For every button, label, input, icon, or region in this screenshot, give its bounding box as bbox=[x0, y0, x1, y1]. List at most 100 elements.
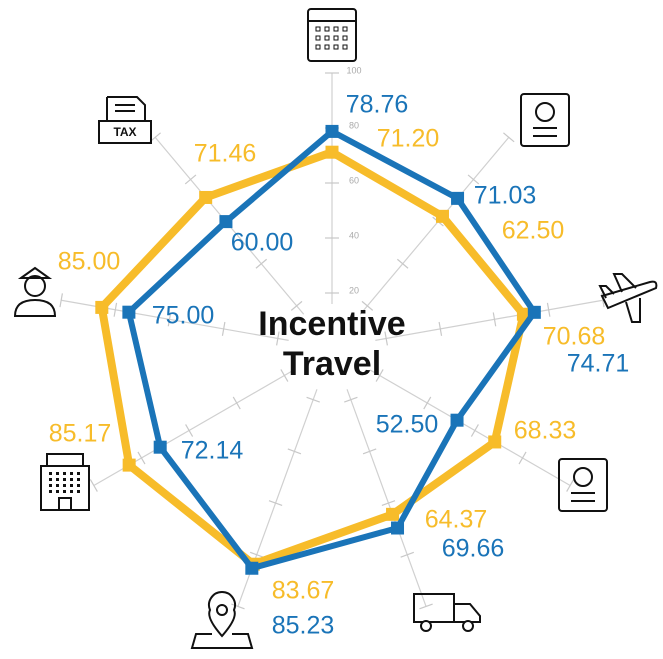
tick-mark bbox=[362, 448, 377, 455]
r-tick-label: 80 bbox=[349, 120, 359, 130]
marker bbox=[386, 507, 400, 521]
icon-part bbox=[63, 472, 66, 475]
tick-mark bbox=[249, 551, 264, 558]
tick-mark bbox=[396, 258, 409, 269]
icon-part bbox=[208, 591, 236, 638]
icon-part bbox=[77, 490, 80, 493]
icon-part bbox=[70, 478, 73, 481]
tick-mark bbox=[384, 331, 388, 346]
tick-mark bbox=[184, 174, 197, 185]
series-line bbox=[97, 148, 528, 569]
value-label: 52.50 bbox=[376, 411, 439, 439]
icon-part bbox=[315, 26, 321, 32]
icon-part bbox=[324, 35, 330, 41]
r-tick-label: 20 bbox=[349, 285, 359, 295]
icon-part bbox=[98, 120, 152, 144]
category-icon bbox=[520, 93, 570, 147]
value-label: 71.46 bbox=[194, 140, 257, 168]
value-label: 64.37 bbox=[425, 506, 488, 534]
icon-part bbox=[56, 478, 59, 481]
icon-part bbox=[46, 453, 84, 467]
marker bbox=[435, 209, 449, 223]
icon-part bbox=[70, 484, 73, 487]
icon-part bbox=[63, 478, 66, 481]
tick-mark bbox=[290, 300, 303, 311]
icon-part bbox=[342, 44, 348, 50]
tick-mark bbox=[221, 321, 226, 336]
marker bbox=[95, 300, 109, 314]
icon-part bbox=[13, 266, 57, 317]
value-label: 85.17 bbox=[49, 420, 112, 448]
r-tick-label: 40 bbox=[349, 230, 359, 240]
tick-mark bbox=[546, 302, 551, 317]
icon-part bbox=[413, 593, 455, 623]
axis-line bbox=[359, 136, 510, 315]
marker bbox=[245, 561, 259, 575]
tick-mark bbox=[113, 302, 118, 317]
icon-part: TAX bbox=[113, 125, 136, 139]
tick-mark bbox=[59, 293, 63, 308]
icon-part bbox=[63, 490, 66, 493]
icon-part bbox=[190, 633, 254, 649]
icon-part bbox=[49, 484, 52, 487]
marker bbox=[153, 440, 167, 454]
tick-mark bbox=[419, 603, 433, 610]
icon-part bbox=[70, 472, 73, 475]
chart-title: Incentive Travel bbox=[258, 305, 406, 383]
tick-mark bbox=[280, 369, 289, 382]
tick-mark bbox=[344, 396, 358, 403]
icon-part bbox=[342, 35, 348, 41]
series-line bbox=[125, 128, 538, 572]
value-label: 68.33 bbox=[514, 417, 577, 445]
category-icon bbox=[413, 593, 481, 632]
tick-mark bbox=[137, 451, 146, 465]
marker bbox=[219, 215, 233, 229]
marker bbox=[516, 307, 530, 321]
axis-line bbox=[346, 389, 427, 607]
icon-part bbox=[56, 472, 59, 475]
icon-part bbox=[106, 96, 146, 121]
tick-mark bbox=[287, 448, 302, 455]
icon-part bbox=[598, 273, 658, 323]
tick-mark bbox=[400, 551, 415, 558]
tick-mark bbox=[185, 424, 194, 437]
marker bbox=[122, 305, 136, 319]
value-label: 83.67 bbox=[272, 577, 335, 605]
icon-part bbox=[535, 102, 555, 122]
value-label: 71.20 bbox=[377, 125, 440, 153]
value-label: 85.23 bbox=[272, 612, 335, 640]
tick-mark bbox=[492, 312, 497, 327]
value-label: 85.00 bbox=[58, 248, 121, 276]
icon-part bbox=[315, 35, 321, 41]
icon-part bbox=[216, 604, 228, 616]
tick-mark bbox=[375, 369, 384, 382]
marker bbox=[199, 190, 213, 204]
icon-part bbox=[533, 127, 557, 137]
tick-mark bbox=[423, 396, 432, 410]
r-tick-label: 60 bbox=[349, 175, 359, 185]
value-label: 74.71 bbox=[567, 350, 630, 378]
value-label: 62.50 bbox=[502, 217, 565, 245]
tick-mark bbox=[231, 603, 245, 610]
icon-part bbox=[342, 26, 348, 32]
tick-mark bbox=[566, 479, 575, 492]
tick-mark bbox=[438, 321, 443, 336]
tick-mark bbox=[268, 500, 283, 507]
icon-part bbox=[49, 478, 52, 481]
icon-part bbox=[307, 8, 357, 62]
icon-part bbox=[70, 490, 73, 493]
tick-mark bbox=[276, 331, 280, 346]
icon-part bbox=[49, 490, 52, 493]
icon-part bbox=[333, 26, 339, 32]
tick-mark bbox=[255, 258, 268, 269]
icon-part bbox=[558, 458, 608, 512]
marker bbox=[325, 145, 339, 159]
value-label: 75.00 bbox=[152, 302, 215, 330]
icon-part bbox=[56, 490, 59, 493]
icon-part bbox=[520, 93, 570, 147]
axis-line bbox=[375, 299, 603, 341]
marker bbox=[451, 191, 465, 205]
tick-mark bbox=[232, 396, 241, 410]
